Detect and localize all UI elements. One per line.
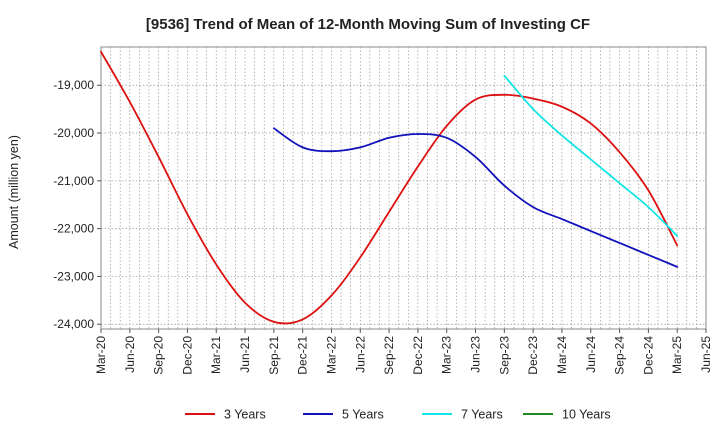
x-tick-label: Dec-20	[180, 336, 194, 375]
grid	[101, 47, 706, 329]
x-tick-label: Jun-23	[469, 336, 483, 373]
x-tick-label: Dec-21	[296, 336, 310, 375]
x-tick-label: Sep-22	[382, 336, 396, 375]
x-tick-label: Jun-22	[353, 336, 367, 373]
x-tick-label: Jun-21	[238, 336, 252, 373]
x-tick-label: Mar-21	[209, 336, 223, 374]
y-tick-label: -19,000	[53, 78, 94, 92]
x-tick-label: Mar-25	[670, 336, 684, 374]
x-tick-label: Dec-22	[411, 336, 425, 375]
x-tick-label: Mar-22	[324, 336, 338, 374]
legend-label-3-years: 3 Years	[224, 408, 266, 422]
y-tick-label: -20,000	[53, 126, 94, 140]
y-tick-label: -23,000	[53, 269, 94, 283]
x-tick-label: Mar-20	[94, 336, 108, 374]
chart-title: [9536] Trend of Mean of 12-Month Moving …	[146, 16, 590, 33]
y-ticks: -24,000 -23,000 -22,000 -21,000 -20,000 -19,0…	[53, 78, 101, 331]
x-ticks: Mar-20 Jun-20 Sep-20 Dec-20 Mar-21 Jun-21 Sep-…	[94, 329, 713, 375]
legend-label-5-years: 5 Years	[342, 408, 384, 422]
y-axis-label: Amount (million yen)	[7, 135, 21, 249]
legend: 3 Years 5 Years 7 Years 10 Years	[185, 408, 611, 422]
x-tick-label: Sep-20	[152, 336, 166, 375]
x-tick-label: Jun-24	[584, 336, 598, 373]
x-tick-label: Sep-24	[613, 336, 627, 375]
series-layer	[100, 50, 679, 325]
x-tick-label: Sep-23	[497, 336, 511, 375]
x-tick-label: Dec-23	[526, 336, 540, 375]
series-line-7-years	[503, 74, 679, 237]
x-tick-label: Jun-20	[123, 336, 137, 373]
legend-label-7-years: 7 Years	[461, 408, 503, 422]
y-tick-label: -22,000	[53, 222, 94, 236]
x-tick-label: Mar-24	[555, 336, 569, 374]
y-tick-label: -21,000	[53, 174, 94, 188]
x-tick-label: Sep-21	[267, 336, 281, 375]
series-line-3-years	[100, 50, 679, 325]
x-tick-label: Mar-23	[440, 336, 454, 374]
y-tick-label: -24,000	[53, 317, 94, 331]
x-tick-label: Jun-25	[699, 336, 713, 373]
series-line-5-years	[272, 127, 679, 268]
x-tick-label: Dec-24	[641, 336, 655, 375]
legend-label-10-years: 10 Years	[562, 408, 611, 422]
